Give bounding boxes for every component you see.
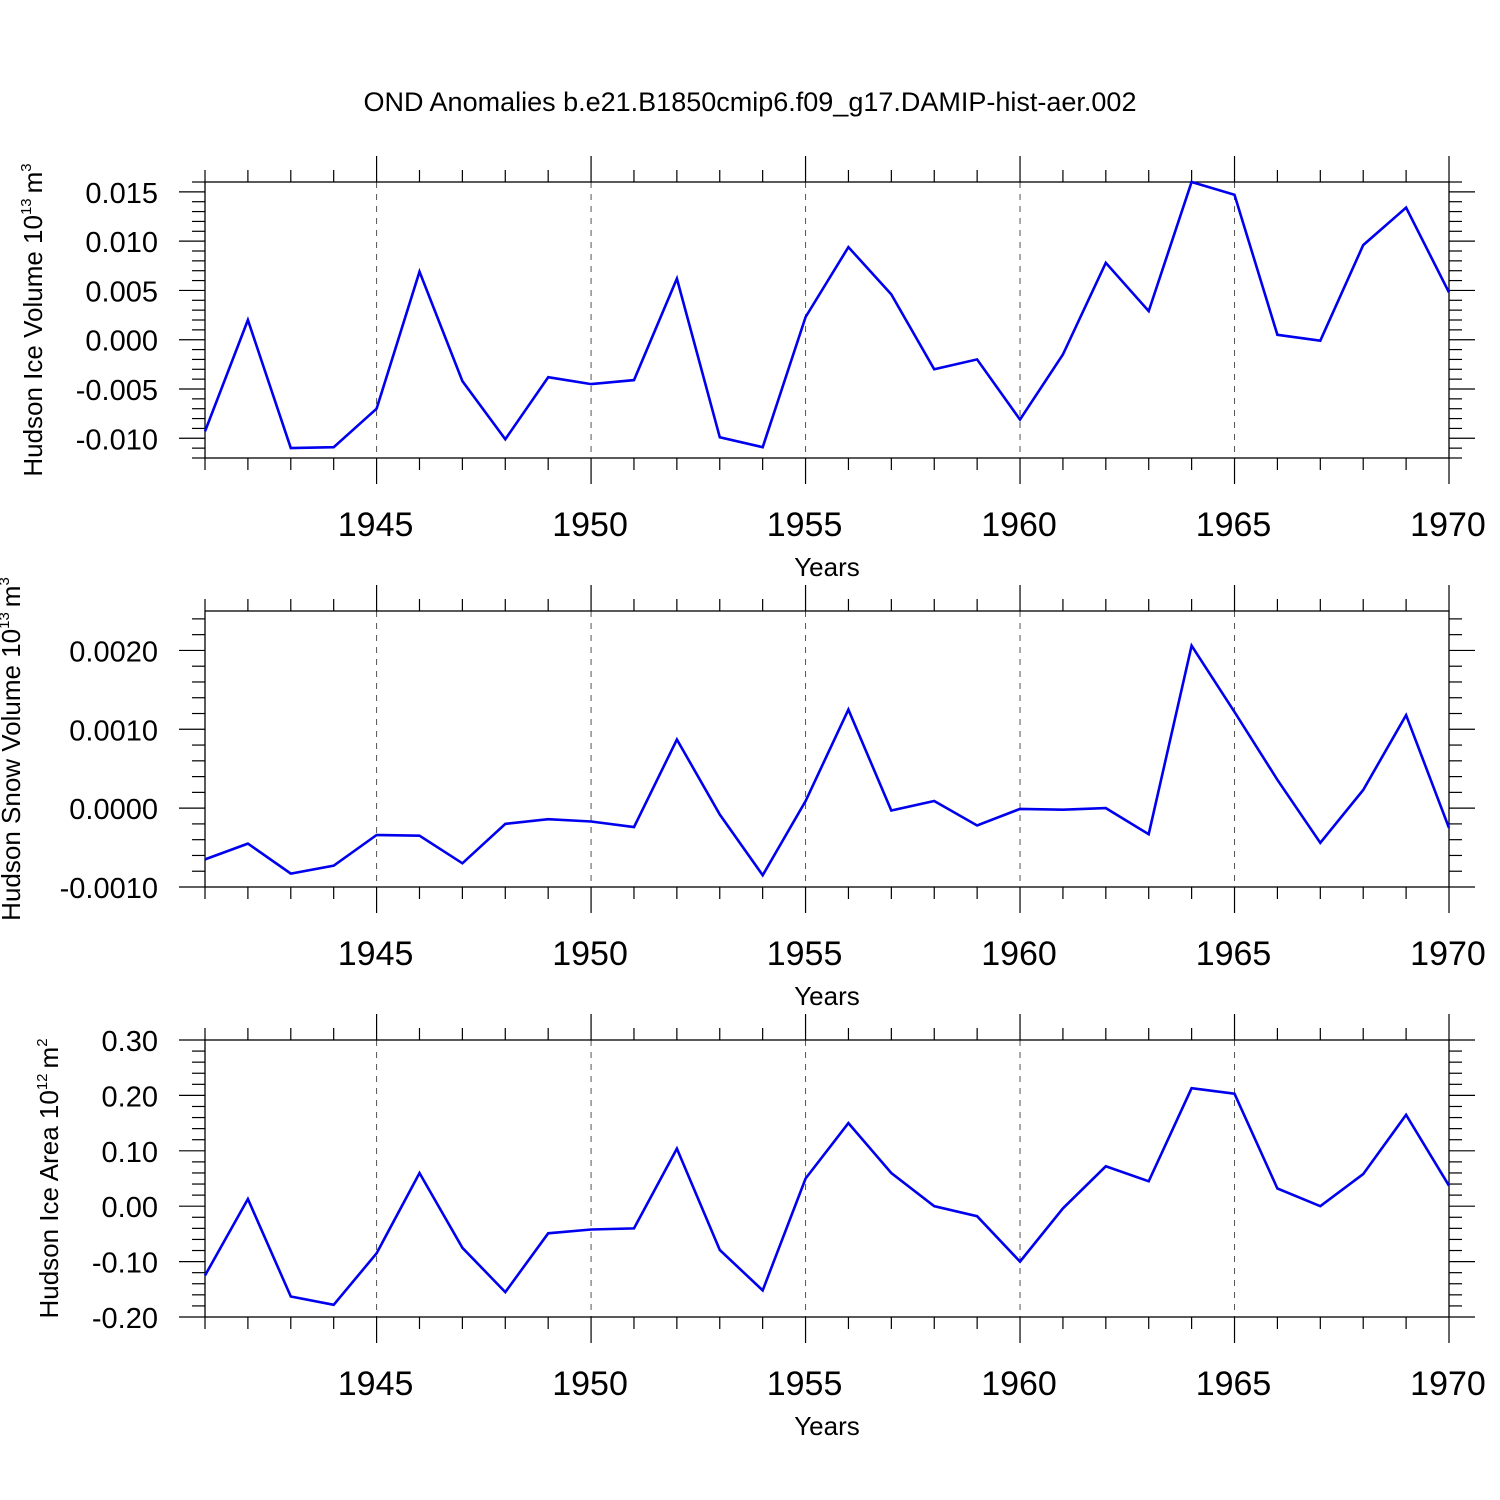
y-axis-label-unit: m: [0, 586, 26, 608]
y-tick-label: 0.0000: [69, 794, 158, 826]
x-tick-label: 1955: [767, 935, 843, 973]
y-axis-label-text: Hudson Ice Volume 10: [18, 215, 48, 477]
y-tick-label: -0.010: [76, 424, 158, 456]
y-tick-label: -0.10: [92, 1248, 158, 1280]
plot-frame: [204, 610, 1450, 888]
y-axis-label: Hudson Ice Area 1012 m2: [34, 1038, 64, 1318]
y-tick-label: -0.20: [92, 1303, 158, 1335]
x-tick-label: 1950: [552, 935, 628, 973]
y-axis-label-exponent: 12: [34, 1073, 51, 1090]
y-tick-label: 0.20: [102, 1081, 158, 1113]
x-axis-label: Years: [794, 1411, 860, 1441]
x-tick-label: 1950: [552, 1365, 628, 1403]
x-axis-label: Years: [794, 981, 860, 1011]
y-tick-label: 0.0010: [69, 715, 158, 747]
chart-title: OND Anomalies b.e21.B1850cmip6.f09_g17.D…: [364, 87, 1137, 117]
y-tick-label: 0.10: [102, 1137, 158, 1169]
x-tick-label: 1970: [1410, 1365, 1486, 1403]
x-tick-label: 1955: [767, 506, 843, 544]
plot-frame: [204, 1039, 1450, 1318]
x-axis-label: Years: [794, 552, 860, 582]
y-axis-label-unit-exponent: 2: [34, 1038, 51, 1046]
x-tick-label: 1970: [1410, 935, 1486, 973]
panel-3: -0.20 -0.10 0.00 0.10 0.20 0.30 1945 1950 1955 19…: [34, 1014, 1486, 1441]
x-tick-label: 1970: [1410, 506, 1486, 544]
y-axis-label-text: Hudson Snow Volume 10: [0, 629, 26, 921]
panel-2: -0.0010 0.0000 0.0010 0.0020 1945 1950 1955 196…: [0, 577, 1486, 1011]
y-axis-label: Hudson Ice Volume 1013 m3: [18, 163, 48, 476]
x-tick-label: 1950: [552, 506, 628, 544]
y-axis-label-unit: m: [34, 1047, 64, 1069]
y-axis-label-unit: m: [18, 172, 48, 194]
x-tick-label: 1945: [338, 1365, 414, 1403]
y-tick-label: -0.005: [76, 375, 158, 407]
y-tick-label: 0.010: [85, 227, 158, 259]
plot-frame: [204, 181, 1450, 459]
series-line-hudson-ice-volume: [203, 180, 1451, 450]
y-axis-label-exponent: 13: [0, 612, 13, 629]
x-tick-label: 1960: [981, 506, 1057, 544]
y-axis-label: Hudson Snow Volume 1013 m3: [0, 577, 26, 921]
x-tick-label: 1965: [1196, 1365, 1272, 1403]
y-tick-label: 0.005: [85, 276, 158, 308]
y-tick-label: 0.0020: [69, 636, 158, 668]
y-axis-label-unit-exponent: 3: [0, 577, 13, 585]
y-tick-label: 0.30: [102, 1026, 158, 1058]
x-tick-label: 1945: [338, 506, 414, 544]
x-tick-label: 1965: [1196, 935, 1272, 973]
y-axis-label-text: Hudson Ice Area 10: [34, 1090, 64, 1318]
x-tick-label: 1960: [981, 935, 1057, 973]
x-tick-label: 1960: [981, 1365, 1057, 1403]
x-tick-label: 1945: [338, 935, 414, 973]
series-line-hudson-ice-area: [203, 1086, 1451, 1307]
y-axis-label-unit-exponent: 3: [18, 163, 35, 171]
panel-1: -0.010 -0.005 0.000 0.005 0.010 0.015 1945 1950…: [18, 156, 1486, 582]
x-tick-label: 1955: [767, 1365, 843, 1403]
y-tick-label: 0.015: [85, 178, 158, 210]
y-axis-label-exponent: 13: [18, 198, 35, 215]
series-line-hudson-snow-volume: [204, 642, 1451, 878]
panels: -0.010 -0.005 0.000 0.005 0.010 0.015 1945 1950…: [0, 156, 1486, 1441]
y-tick-label: 0.000: [85, 326, 158, 358]
x-tick-label: 1965: [1196, 506, 1272, 544]
y-tick-label: -0.0010: [60, 873, 158, 905]
y-tick-label: 0.00: [102, 1192, 158, 1224]
